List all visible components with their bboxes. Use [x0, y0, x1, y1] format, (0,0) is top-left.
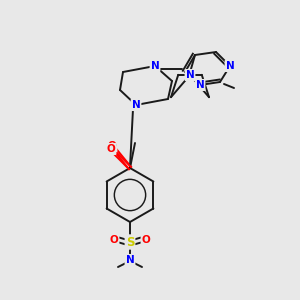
- Text: N: N: [151, 61, 159, 71]
- Text: O: O: [106, 144, 116, 154]
- Text: N: N: [126, 255, 134, 265]
- Text: N: N: [186, 70, 194, 80]
- Text: S: S: [126, 236, 134, 248]
- Text: N: N: [226, 61, 234, 71]
- Text: O: O: [110, 235, 118, 245]
- Text: N: N: [196, 80, 204, 90]
- Text: N: N: [132, 100, 140, 110]
- Text: O: O: [108, 141, 116, 151]
- Text: O: O: [142, 235, 150, 245]
